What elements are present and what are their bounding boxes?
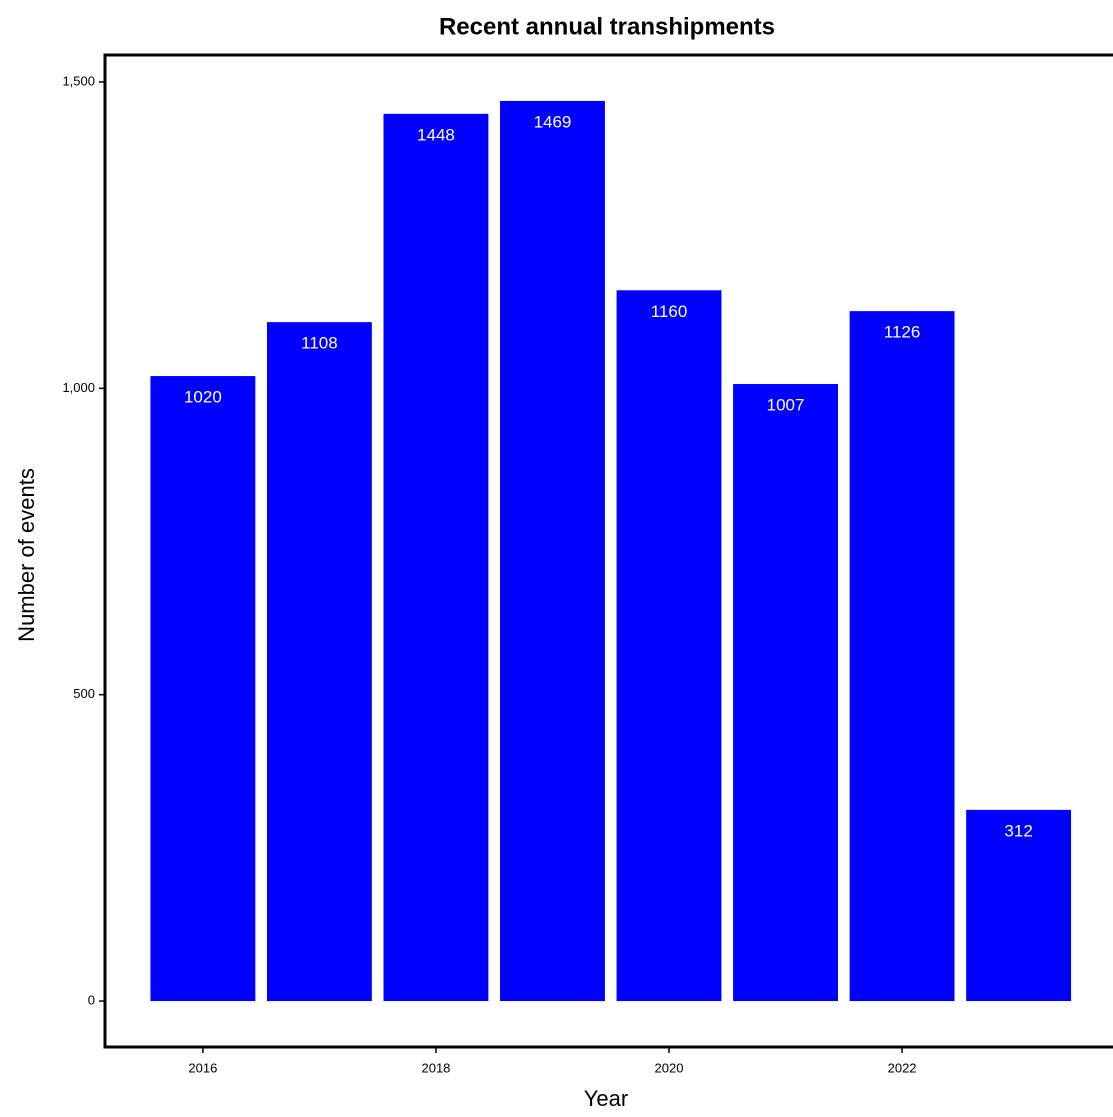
y-tick-label: 1,500 bbox=[62, 73, 95, 88]
bar bbox=[150, 376, 256, 1002]
x-tick-label: 2020 bbox=[655, 1060, 684, 1075]
bar bbox=[500, 100, 605, 1002]
value-label: 1160 bbox=[651, 302, 688, 321]
value-label: 312 bbox=[1004, 821, 1032, 840]
value-label: 1126 bbox=[884, 323, 921, 342]
value-label: 1007 bbox=[767, 396, 805, 415]
bar bbox=[383, 113, 489, 1002]
y-tick-label: 1,000 bbox=[62, 380, 95, 395]
bar bbox=[616, 290, 722, 1002]
y-tick-label: 500 bbox=[73, 686, 95, 701]
bar bbox=[733, 384, 838, 1002]
value-label: 1448 bbox=[417, 125, 455, 144]
bar bbox=[966, 809, 1072, 1002]
x-tick-label: 2022 bbox=[888, 1060, 917, 1075]
y-axis-label: Number of events bbox=[14, 468, 39, 642]
value-label: 1108 bbox=[301, 334, 338, 353]
panel-border bbox=[103, 53, 1113, 1049]
x-tick-label: 2018 bbox=[421, 1060, 450, 1075]
value-label: 1469 bbox=[534, 112, 572, 131]
x-tick-label: 2016 bbox=[188, 1060, 217, 1075]
bar bbox=[849, 311, 955, 1002]
y-tick-label: 0 bbox=[88, 992, 95, 1007]
x-axis-label: Year bbox=[584, 1086, 628, 1111]
value-label: 1020 bbox=[184, 388, 222, 407]
bar bbox=[266, 322, 372, 1002]
chart-title: Recent annual transhipments bbox=[439, 13, 775, 40]
